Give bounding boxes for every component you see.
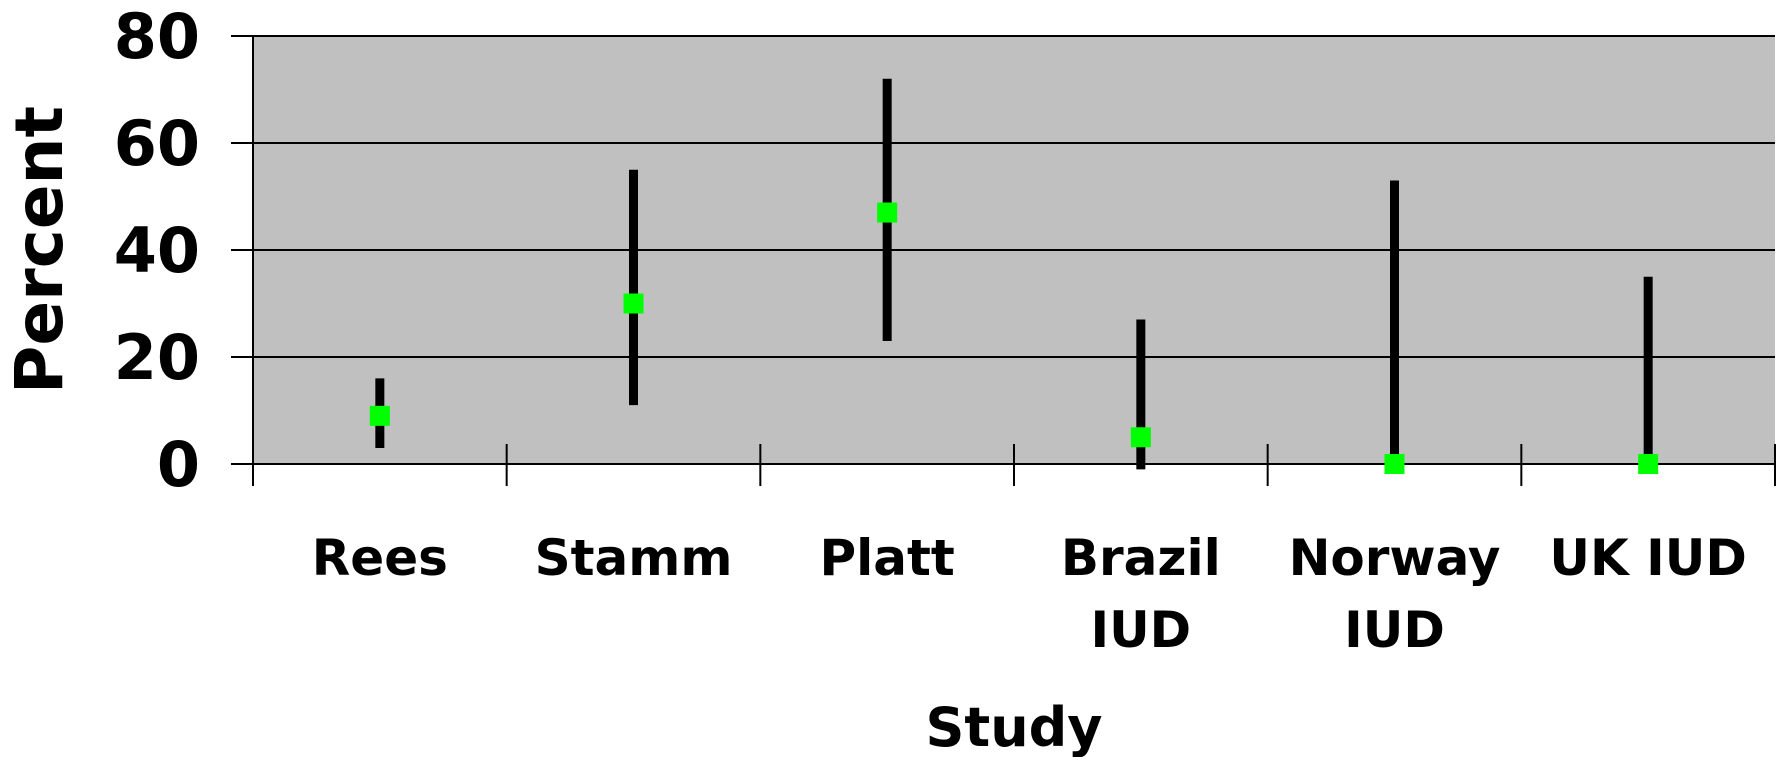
- category-label: Brazil IUD: [1061, 529, 1221, 659]
- y-tick-label: 40: [114, 214, 200, 287]
- category-label: UK IUD: [1549, 529, 1746, 587]
- category-labels: Rees Stamm Platt Brazil IUD Norway IUD UK IUD: [312, 529, 1747, 659]
- x-axis-ticks: [252, 444, 1776, 486]
- category-label-line: Rees: [312, 529, 448, 587]
- category-label: Stamm: [535, 529, 733, 587]
- category-label: Rees: [312, 529, 448, 587]
- y-axis-title: Percent: [1, 106, 78, 394]
- gridlines: [253, 35, 1775, 358]
- x-axis-title: Study: [925, 696, 1102, 757]
- category-label: Platt: [820, 529, 955, 587]
- data-point: [623, 293, 644, 314]
- data-point: [1638, 454, 1659, 474]
- y-tick-label: 60: [114, 107, 200, 180]
- data-markers: [369, 202, 1659, 474]
- category-label: Norway IUD: [1289, 529, 1501, 659]
- category-label-line: IUD: [1344, 601, 1445, 659]
- category-label-line: Brazil: [1061, 529, 1221, 587]
- y-tick-label: 20: [114, 321, 200, 394]
- data-point: [369, 405, 390, 426]
- y-axis-ticks: 0 20 40 60 80: [114, 0, 253, 501]
- category-label-line: IUD: [1090, 601, 1191, 659]
- category-label-line: Stamm: [535, 529, 733, 587]
- data-point: [1384, 454, 1405, 474]
- category-label-line: Platt: [820, 529, 955, 587]
- y-tick-label: 80: [114, 0, 200, 73]
- category-label-line: Norway: [1289, 529, 1501, 587]
- data-point: [1130, 427, 1151, 448]
- data-point: [877, 202, 898, 223]
- category-label-line: UK IUD: [1549, 529, 1746, 587]
- y-tick-label: 0: [157, 428, 200, 501]
